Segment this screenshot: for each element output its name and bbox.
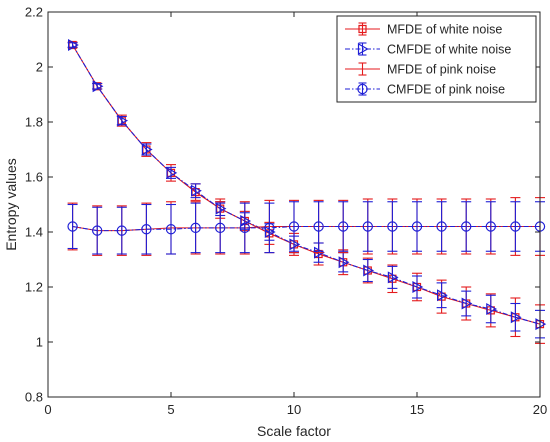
circle-marker <box>190 222 201 234</box>
circle-marker <box>461 221 472 232</box>
legend-label: CMFDE of white noise <box>387 43 511 57</box>
circle-marker <box>411 221 423 232</box>
x-tick-label: 10 <box>287 402 301 417</box>
triangle-marker <box>67 38 79 52</box>
y-tick-label: 2 <box>36 60 43 75</box>
circle-marker <box>141 224 152 235</box>
legend-box <box>336 15 537 103</box>
error-bar <box>387 201 398 252</box>
circle-marker <box>313 221 324 232</box>
legend-label: MFDE of pink noise <box>387 63 496 77</box>
legend-item: CMFDE of pink noise <box>345 82 505 97</box>
y-tick-label: 1.8 <box>25 115 43 130</box>
legend-item: MFDE of white noise <box>345 22 502 37</box>
y-tick-label: 0.8 <box>25 390 43 405</box>
y-tick-label: 2.2 <box>25 5 43 20</box>
error-bar <box>485 201 496 252</box>
x-tick-label: 0 <box>44 402 51 417</box>
series-markers <box>67 221 546 236</box>
y-axis-label: Entropy values <box>3 158 19 251</box>
triangle-marker <box>191 184 202 197</box>
x-tick-label: 20 <box>533 402 547 417</box>
error-bar <box>387 265 398 289</box>
legend-label: MFDE of white noise <box>387 23 502 37</box>
circle-marker <box>165 224 177 235</box>
y-tick-label: 1.6 <box>25 170 43 185</box>
error-bar <box>461 201 472 252</box>
legend-item: CMFDE of white noise <box>345 42 511 57</box>
square-marker <box>358 24 367 34</box>
triangle-marker <box>510 311 522 324</box>
x-tick-label: 5 <box>167 402 174 417</box>
circle-marker <box>485 221 496 232</box>
circle-marker <box>116 225 128 236</box>
circle-marker <box>338 221 349 232</box>
y-tick-label: 1 <box>36 335 43 350</box>
error-bar <box>412 201 422 252</box>
circle-marker <box>362 221 373 232</box>
triangle-marker <box>166 166 178 179</box>
circle-marker <box>264 222 275 234</box>
error-bar <box>436 282 447 309</box>
circle-marker <box>214 222 226 234</box>
triangle-marker <box>363 264 375 277</box>
legend-item: MFDE of pink noise <box>345 62 496 77</box>
triangle-marker <box>357 42 369 56</box>
circle-marker <box>239 222 250 234</box>
circle-marker <box>91 225 103 236</box>
series-4 <box>67 201 546 255</box>
x-tick-label: 15 <box>410 402 424 417</box>
circle-marker <box>510 221 521 232</box>
triangle-marker <box>461 297 473 310</box>
y-tick-label: 1.4 <box>25 225 43 240</box>
x-axis-label: Scale factor <box>257 423 331 439</box>
error-bar <box>338 201 349 252</box>
triangle-marker <box>387 271 399 284</box>
circle-marker <box>387 221 398 232</box>
circle-marker <box>288 221 300 232</box>
axes-layer: 0 5 10 15 20 0.8 1 1.2 1.4 1.6 1.8 2 2.2 <box>25 5 547 418</box>
triangle-marker <box>117 114 129 127</box>
circle-marker <box>357 83 368 95</box>
triangle-marker <box>338 256 350 269</box>
y-tick-label: 1.2 <box>25 280 43 295</box>
triangle-marker <box>92 80 104 93</box>
triangle-marker <box>141 143 153 156</box>
legend: MFDE of white noise CMFDE of white noise M… <box>336 15 537 103</box>
triangle-marker <box>437 289 448 302</box>
triangle-marker <box>412 280 424 294</box>
triangle-marker <box>486 302 498 316</box>
circle-marker <box>436 221 447 232</box>
circle-marker <box>67 221 78 232</box>
error-bar <box>362 258 373 283</box>
series-line <box>72 44 541 325</box>
legend-label: CMFDE of pink noise <box>387 83 505 97</box>
